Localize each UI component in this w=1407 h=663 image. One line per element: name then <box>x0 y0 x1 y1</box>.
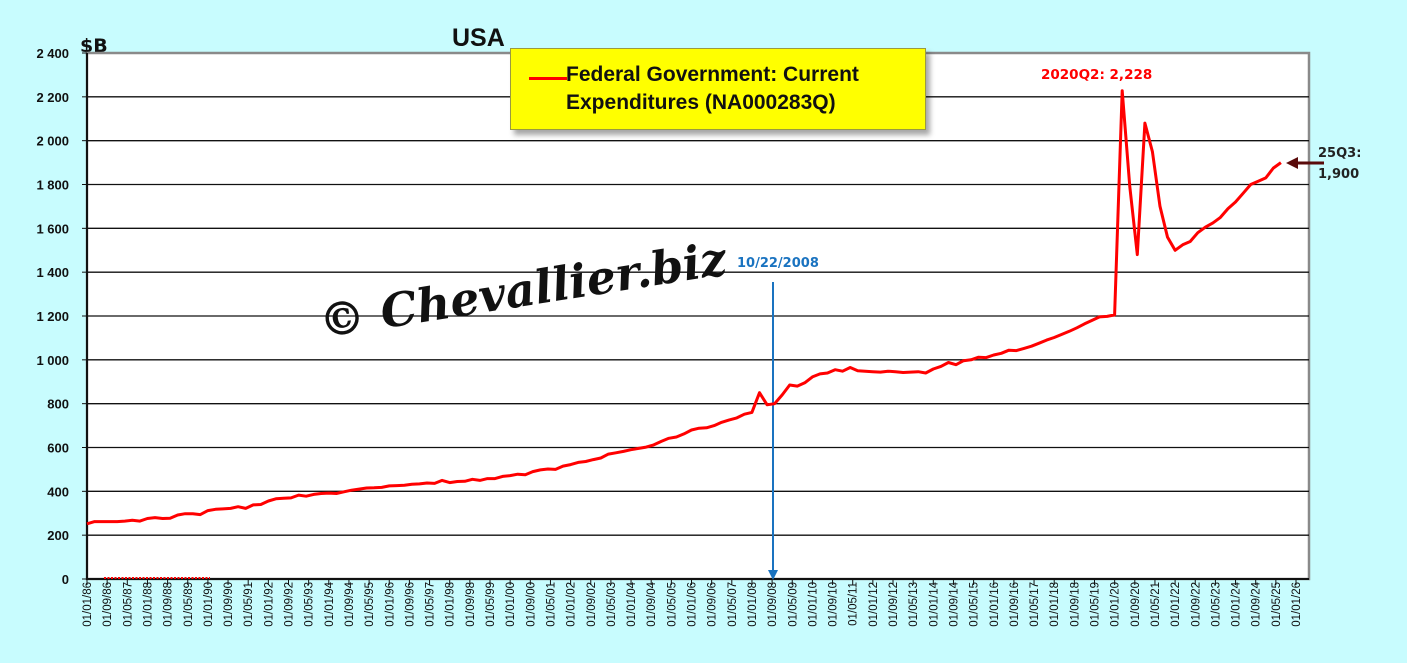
x-tick-label: 01/01/04 <box>626 581 638 626</box>
x-tick-label: 01/09/08 <box>767 582 779 627</box>
x-tick-label: 01/05/11 <box>848 582 860 626</box>
y-axis: 0 200 400 600 800 1 000 1 200 1 400 1 600 1 800 2 … <box>36 46 87 587</box>
y-tick-label: 800 <box>47 397 69 412</box>
y-tick-label: 2 400 <box>36 46 69 61</box>
x-tick-label: 01/01/26 <box>1291 582 1303 627</box>
x-tick-label: 01/05/99 <box>485 582 497 627</box>
x-tick-label: 01/09/92 <box>284 582 296 627</box>
x-tick-label: 01/09/94 <box>344 581 356 626</box>
chart-title: USA <box>452 24 505 52</box>
x-tick-label: 01/09/20 <box>1130 582 1142 627</box>
x-tick-label: 01/01/22 <box>1170 582 1182 627</box>
x-tick-label: 01/05/19 <box>1090 582 1102 627</box>
x-tick-label: 01/01/18 <box>1049 582 1061 627</box>
event-marker: 10/22/2008 <box>737 256 819 580</box>
x-tick-label: 01/09/88 <box>163 582 175 627</box>
x-tick-label: 01/01/02 <box>566 582 578 627</box>
x-tick-label: 01/01/92 <box>263 582 275 627</box>
y-tick-label: 1 000 <box>36 353 69 368</box>
x-tick-label: 01/01/90 <box>203 582 215 627</box>
x-tick-label: 01/01/08 <box>747 582 759 627</box>
x-tick-label: 01/01/20 <box>1110 582 1122 627</box>
x-tick-label: 01/05/21 <box>1150 582 1162 627</box>
x-tick-label: 01/05/25 <box>1271 582 1283 627</box>
x-tick-label: 01/01/14 <box>928 581 940 626</box>
y-axis-unit-label: $B <box>80 35 108 57</box>
x-tick-label: 01/05/07 <box>727 582 739 627</box>
y-tick-label: 0 <box>62 572 69 587</box>
y-tick-label: 2 200 <box>36 90 69 105</box>
x-tick-label: 01/09/86 <box>102 582 114 627</box>
x-tick-label: 01/05/23 <box>1210 582 1222 627</box>
x-tick-label: 01/09/04 <box>646 581 658 626</box>
x-tick-label: 01/05/97 <box>425 582 437 627</box>
x-tick-label: 01/05/03 <box>606 582 618 627</box>
last-value-arrow-head <box>1286 157 1298 169</box>
x-tick-label: 01/01/16 <box>989 582 1001 627</box>
x-tick-label: 01/05/13 <box>908 582 920 627</box>
x-tick-label: 01/01/00 <box>505 582 517 627</box>
x-tick-label: 01/05/05 <box>666 582 678 627</box>
x-tick-label: 01/09/24 <box>1251 581 1263 626</box>
x-tick-label: 01/09/18 <box>1069 582 1081 627</box>
x-tick-label: 01/09/06 <box>707 582 719 627</box>
y-tick-label: 1 800 <box>36 178 69 193</box>
x-tick-label: 01/09/96 <box>404 582 416 627</box>
legend: Federal Government: Current Expenditures… <box>510 48 926 130</box>
event-arrow-head <box>768 570 778 580</box>
x-tick-label: 01/01/12 <box>868 582 880 627</box>
x-tick-label: 01/01/96 <box>384 582 396 627</box>
x-tick-label: 01/09/14 <box>948 581 960 626</box>
x-tick-label: 01/01/94 <box>324 581 336 626</box>
x-axis: 01/01/86 01/09/86 01/05/87 01/01/88 01/09/88… <box>82 579 1303 627</box>
y-tick-label: 1 400 <box>36 265 69 280</box>
x-tick-label: 01/09/22 <box>1190 582 1202 627</box>
x-tick-label: 01/05/87 <box>122 582 134 627</box>
legend-label: Federal Government: Current Expenditures… <box>566 63 859 114</box>
x-tick-label: 01/05/89 <box>183 582 195 627</box>
y-tick-label: 400 <box>47 484 69 499</box>
last-value-label-line2: 1,900 <box>1318 167 1359 182</box>
x-tick-label: 01/01/24 <box>1231 581 1243 626</box>
x-tick-label: 01/05/17 <box>1029 582 1041 627</box>
last-value-annotation: 25Q3: 1,900 <box>1286 146 1361 182</box>
x-tick-label: 01/09/12 <box>888 582 900 627</box>
x-tick-label: 01/09/98 <box>465 582 477 627</box>
x-tick-label: 01/01/86 <box>82 582 94 627</box>
x-tick-label: 01/09/00 <box>525 582 537 627</box>
x-tick-label: 01/05/15 <box>969 582 981 627</box>
y-tick-label: 600 <box>47 441 69 456</box>
event-label: 10/22/2008 <box>737 256 819 271</box>
x-tick-label: 01/09/02 <box>586 582 598 627</box>
x-tick-label: 01/01/10 <box>807 582 819 627</box>
x-tick-label: 01/01/98 <box>445 582 457 627</box>
x-tick-label: 01/09/10 <box>828 582 840 627</box>
gridlines <box>87 96 1309 536</box>
x-tick-label: 01/05/93 <box>304 582 316 627</box>
x-tick-label: 01/05/09 <box>787 582 799 627</box>
x-tick-label: 01/05/01 <box>545 582 557 627</box>
y-tick-label: 200 <box>47 528 69 543</box>
y-tick-label: 1 600 <box>36 221 69 236</box>
x-tick-label: 01/09/16 <box>1009 582 1021 627</box>
peak-annotation: 2020Q2: 2,228 <box>1041 67 1152 83</box>
y-tick-label: 2 000 <box>36 134 69 149</box>
last-value-label-line1: 25Q3: <box>1318 146 1361 161</box>
x-tick-label: 01/05/95 <box>364 582 376 627</box>
y-tick-label: 1 200 <box>36 309 69 324</box>
x-tick-label: 01/09/90 <box>223 582 235 627</box>
x-tick-label: 01/01/06 <box>687 582 699 627</box>
x-tick-label: 01/01/88 <box>142 582 154 627</box>
x-tick-label: 01/05/91 <box>243 582 255 627</box>
series-points <box>86 90 1281 524</box>
legend-swatch <box>529 77 567 80</box>
